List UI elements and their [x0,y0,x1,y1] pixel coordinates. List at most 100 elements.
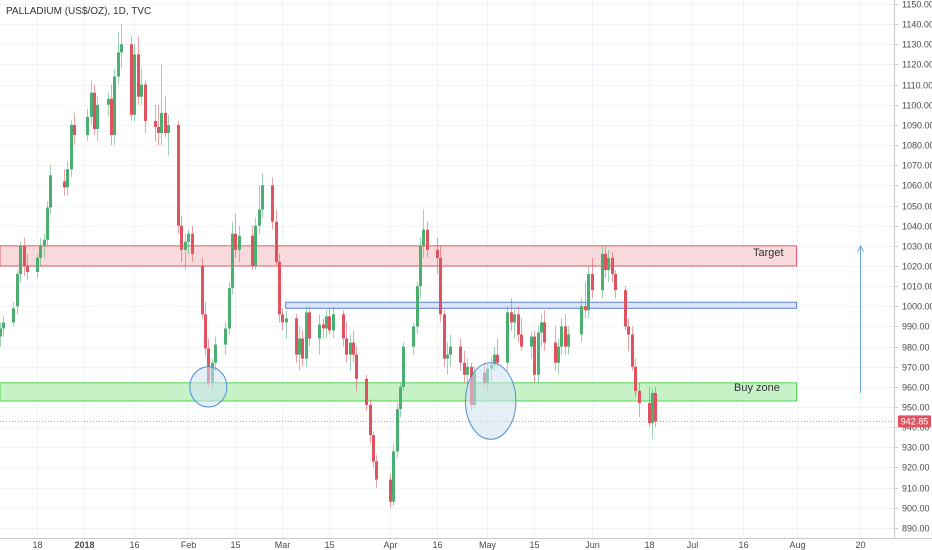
candle [180,215,183,262]
candle-body [137,54,140,97]
candle [113,68,116,146]
candle [93,84,96,136]
candle [517,306,520,343]
candle [275,209,278,266]
candle [638,382,641,418]
candle [140,68,143,105]
x-tick-label: May [479,540,497,550]
candle-layer [0,24,657,508]
candle [560,318,563,355]
candle [513,310,516,339]
candle [322,318,325,339]
candle-body [140,84,143,97]
candle [308,306,311,347]
candle-body [372,435,375,462]
candle-body [560,326,563,347]
candle [601,245,604,299]
candle-body [554,342,557,363]
candle-body [322,324,325,329]
candle [137,36,140,105]
candle-body [201,265,204,315]
candle [157,104,160,146]
candle-body [530,336,533,347]
candle [204,302,207,357]
candle-body [93,92,96,129]
y-tick-label: 1010.00 [902,282,932,292]
candle [396,402,399,458]
candle-body [375,461,378,480]
candle-body [187,233,190,242]
candle [584,282,587,319]
candle-body [611,257,614,275]
candle [318,314,321,355]
x-tick-label: 20 [855,540,865,550]
candle [90,80,93,125]
candle-body [349,342,352,355]
candle-body [49,175,52,208]
candle [365,374,368,412]
candle-body [352,342,355,355]
candle-body [43,239,46,246]
candle-body [587,274,590,311]
candle [66,161,69,196]
candle-body [638,390,641,403]
candle [36,253,39,279]
candle-body [396,409,399,452]
candle-body [601,253,604,291]
candle [328,308,331,335]
candle [369,398,372,444]
candle [389,473,392,508]
candle-body [631,334,634,367]
x-tick-label: 15 [529,540,539,550]
candle-body [624,290,627,327]
candle-body [533,336,536,375]
candle [110,84,113,146]
candle-body [332,314,335,331]
candle-body [26,265,29,273]
candle [631,326,634,371]
candle-body [436,249,439,258]
candle [466,358,469,387]
y-tick-label: 890.00 [902,524,930,534]
candle-body [130,44,133,115]
candle-body [107,98,110,105]
y-tick-label: 1150.00 [902,0,932,10]
candle-body [66,169,69,188]
candle-body [110,98,113,136]
candle-body [301,338,304,359]
candle [63,169,66,196]
candle-body [19,245,22,275]
y-tick-label: 920.00 [902,463,930,473]
candle-body [275,221,278,262]
candle-body [446,354,449,359]
candle [39,237,42,266]
candle [557,338,560,375]
candle [191,225,194,262]
candle [342,310,345,347]
candle [278,253,281,323]
candle-body [506,312,509,363]
candle [567,326,570,355]
candle [234,213,237,258]
candle [416,282,419,335]
candle [0,322,2,347]
candle-body [345,338,348,355]
last-price-label: 942.85 [901,416,929,426]
candle [301,330,304,367]
candle [634,358,637,397]
candle [285,310,288,339]
candle-body [46,207,49,240]
y-tick-label: 930.00 [902,443,930,453]
candle-body [39,245,42,258]
y-tick-label: 1140.00 [902,20,932,30]
candle-body [580,306,583,335]
x-tick-label: 16 [432,540,442,550]
grid-layer [0,0,894,538]
candle-body [191,233,194,254]
candle-body [254,225,257,266]
x-tick-label: Apr [383,540,397,550]
candle [332,306,335,339]
candle [554,326,557,371]
candle-body [648,402,651,424]
